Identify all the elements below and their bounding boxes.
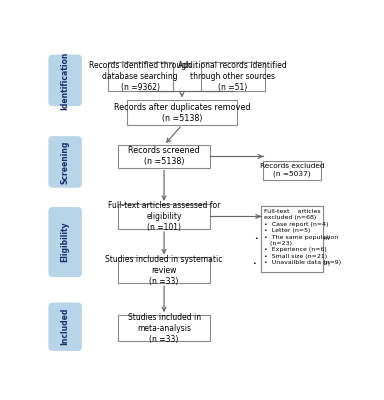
Text: Full-text articles assessed for
eligibility
(n =101): Full-text articles assessed for eligibil… <box>108 201 220 232</box>
Text: Additional records identified
through other sources
(n =51): Additional records identified through ot… <box>178 61 287 92</box>
FancyBboxPatch shape <box>108 62 173 91</box>
Text: Full-text    articles
excluded (n=68)
•  Case report (n=4)
•  Letter (n=5)
•  Th: Full-text articles excluded (n=68) • Cas… <box>264 209 341 265</box>
Text: Records after duplicates removed
(n =5138): Records after duplicates removed (n =513… <box>114 103 250 123</box>
Text: Included: Included <box>61 308 70 346</box>
FancyBboxPatch shape <box>118 204 210 229</box>
FancyBboxPatch shape <box>261 206 323 272</box>
FancyBboxPatch shape <box>49 208 81 276</box>
Text: Studies included in systematic
review
(n =33): Studies included in systematic review (n… <box>105 255 223 286</box>
FancyBboxPatch shape <box>49 137 81 187</box>
Text: Identification: Identification <box>61 51 70 110</box>
FancyBboxPatch shape <box>118 257 210 284</box>
FancyBboxPatch shape <box>49 55 81 106</box>
FancyBboxPatch shape <box>49 303 81 350</box>
FancyBboxPatch shape <box>118 145 210 168</box>
Text: Screening: Screening <box>61 140 70 184</box>
Text: Records identified through
database searching
(n =9362): Records identified through database sear… <box>89 61 191 92</box>
FancyBboxPatch shape <box>127 100 237 125</box>
Text: Eligibility: Eligibility <box>61 222 70 262</box>
Text: Studies included in
meta-analysis
(n =33): Studies included in meta-analysis (n =33… <box>127 313 200 344</box>
Text: Records screened
(n =5138): Records screened (n =5138) <box>128 146 200 166</box>
FancyBboxPatch shape <box>263 161 321 180</box>
Text: Records excluded
(n =5037): Records excluded (n =5037) <box>260 163 324 177</box>
Text: Full-text    articles
excluded (n=68)
•  Case report (n=4)
•  Letter (n=5)
•  Th: Full-text articles excluded (n=68) • Cas… <box>253 212 331 266</box>
FancyBboxPatch shape <box>200 62 265 91</box>
FancyBboxPatch shape <box>261 206 323 272</box>
FancyBboxPatch shape <box>118 315 210 341</box>
